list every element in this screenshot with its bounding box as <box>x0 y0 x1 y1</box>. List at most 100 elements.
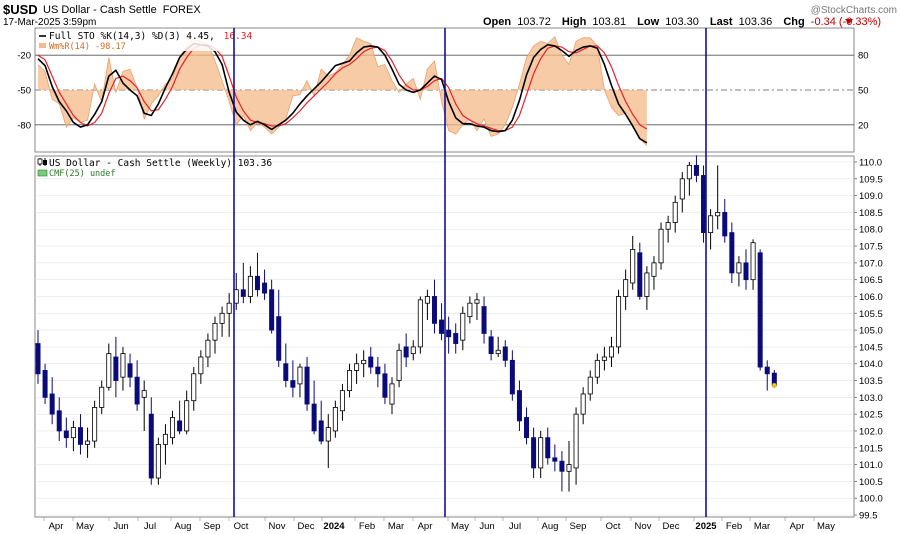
date-tick-label: Oct <box>234 521 249 532</box>
candle-body <box>729 232 735 274</box>
low-value: 103.30 <box>665 16 699 28</box>
candle-body <box>467 302 473 318</box>
candle-body <box>141 390 147 398</box>
candle-body <box>184 400 190 432</box>
candle-down <box>77 414 83 455</box>
candle-body <box>290 380 296 388</box>
candle-body <box>608 346 614 358</box>
open-value: 103.72 <box>517 16 551 28</box>
candle-body <box>736 262 742 274</box>
candle-up <box>389 377 395 415</box>
candle-up <box>347 363 353 398</box>
candle-up <box>658 222 664 270</box>
candle-body <box>339 390 345 412</box>
candle-down <box>283 343 289 388</box>
candle-body <box>693 164 699 176</box>
exchange-label: FOREX <box>163 4 202 16</box>
candle-body <box>205 339 211 358</box>
candle-body <box>304 366 310 405</box>
candle-body <box>347 370 353 392</box>
candle-down <box>42 363 48 405</box>
candle-body <box>417 299 423 348</box>
candle-body <box>566 464 572 472</box>
candle-down <box>481 296 487 344</box>
candle-up <box>651 256 657 290</box>
candle-body <box>240 289 246 297</box>
candle-body <box>651 262 657 277</box>
candle-body <box>99 386 105 408</box>
candle-up <box>644 266 650 310</box>
candle-up <box>219 306 225 337</box>
candle-body <box>658 228 664 264</box>
candle-down <box>368 346 374 374</box>
stochastic-right-tick: 20 <box>858 120 869 131</box>
candle-body <box>325 427 331 442</box>
candle-body <box>757 252 763 368</box>
candle-body <box>354 363 360 371</box>
willr-legend-text: Wm%R(14) -98.17 <box>49 42 126 52</box>
candle-body <box>679 178 685 200</box>
date-tick-label: Jul <box>144 521 156 532</box>
candle-up <box>396 343 402 388</box>
date-tick-label: 2024 <box>323 521 345 532</box>
ohlc-readout: Open 103.72 High 103.81 Low 103.30 Last … <box>483 16 881 28</box>
candle-body <box>743 262 749 281</box>
candle-up <box>467 296 473 324</box>
candle-body <box>502 346 508 361</box>
candle-body <box>226 302 232 314</box>
candle-body <box>42 370 48 398</box>
date-tick-label: Jun <box>479 521 494 532</box>
candle-down <box>722 198 728 243</box>
date-tick-label: Aug <box>175 521 192 532</box>
candle-down <box>254 252 260 297</box>
williams-r-line <box>37 35 648 147</box>
candle-body <box>70 427 76 439</box>
williams-r-area <box>37 35 648 147</box>
candle-down <box>127 353 133 388</box>
candle-body <box>403 346 409 358</box>
candle-up <box>170 410 176 445</box>
price-legend-text: US Dollar - Cash Settle (Weekly) 103.36 <box>49 158 272 169</box>
candle-body <box>318 420 324 442</box>
date-tick-label: Sep <box>204 521 221 532</box>
date-axis: Apr May Jun Jul Aug Sep Oct Nov Dec 2024 Feb Mar Apr… <box>43 517 835 532</box>
candle-body <box>56 410 62 432</box>
candle-down <box>488 330 494 361</box>
candle-body <box>424 296 430 304</box>
candle-up <box>630 235 636 290</box>
candle-body <box>715 212 721 217</box>
date-tick-label: Apr <box>418 521 433 532</box>
candle-body <box>701 175 707 233</box>
price-tick-label: 100.5 <box>859 477 883 488</box>
candle-down <box>439 303 445 341</box>
candle-up <box>410 340 416 361</box>
candle-body <box>254 275 260 291</box>
price-tick-label: 106.5 <box>859 275 883 286</box>
candle-up <box>495 336 501 357</box>
candle-up <box>708 209 714 250</box>
candle-up <box>198 350 204 384</box>
instrument-title: US Dollar - Cash Settle <box>43 4 157 16</box>
stochastic-legend-label: Full STO %K(14,3) %D(3) 4.45, <box>49 31 215 42</box>
candle-down <box>35 330 41 384</box>
price-tick-label: 105.5 <box>859 309 883 320</box>
candle-up <box>99 380 105 415</box>
candle-body <box>750 242 756 281</box>
chg-label: Chg <box>783 16 804 28</box>
price-tick-label: 102.0 <box>859 426 883 437</box>
date-tick-label: 2025 <box>695 521 717 532</box>
candle-up <box>424 289 430 321</box>
date-tick-label: Dec <box>663 521 680 532</box>
candle-down <box>446 316 452 354</box>
pctk-line <box>37 42 648 144</box>
candle-down <box>269 279 275 334</box>
price-tick-label: 101.5 <box>859 443 883 454</box>
candle-up <box>672 195 678 233</box>
price-tick-label: 110.0 <box>859 158 882 169</box>
candle-up <box>106 343 112 391</box>
candle-down <box>113 336 119 398</box>
candle-up <box>162 424 168 465</box>
symbol-label: $USD <box>3 2 38 17</box>
candle-down <box>290 360 296 398</box>
date-tick-label: Mar <box>754 521 770 532</box>
